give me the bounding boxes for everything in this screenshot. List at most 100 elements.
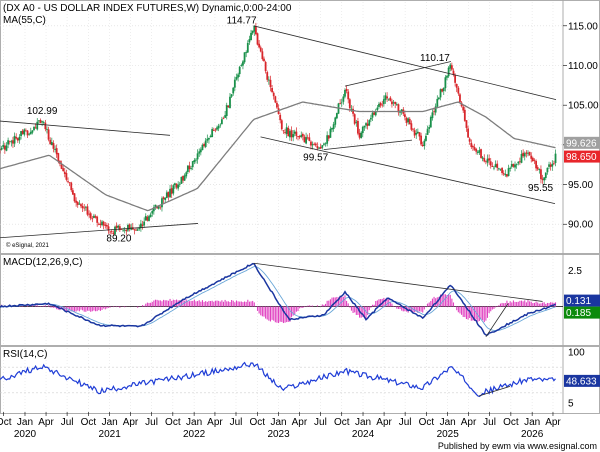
price-candle: [170, 188, 173, 194]
price-candle: [297, 135, 299, 137]
price-candle: [446, 75, 448, 78]
x-month-label: Oct: [81, 417, 97, 428]
price-candle: [96, 216, 99, 223]
price-candle: [127, 224, 129, 231]
price-candle: [361, 126, 364, 134]
price-candle: [152, 207, 155, 212]
x-month-label: Oct: [503, 417, 519, 428]
price-candle: [97, 223, 100, 225]
rsi-last-value-badges: 48.633: [564, 374, 600, 387]
price-candle: [172, 185, 175, 194]
price-candle: [60, 164, 63, 169]
price-candle: [444, 77, 447, 89]
price-candle: [128, 224, 131, 229]
price-candle: [21, 130, 24, 134]
panel-frame: [0, 254, 600, 346]
price-candle: [415, 132, 418, 135]
price-candle: [0, 147, 3, 150]
price-candle: [463, 109, 466, 121]
price-candle: [473, 147, 476, 150]
price-candle: [392, 102, 395, 104]
price-candle: [136, 229, 139, 231]
price-candle: [501, 168, 503, 174]
price-candle: [353, 114, 356, 124]
price-candle: [292, 134, 295, 138]
price-candle: [88, 213, 90, 215]
price-candle: [71, 190, 74, 195]
macd-signal-line: [0, 266, 556, 332]
price-candle: [428, 127, 431, 129]
price-candle: [70, 182, 73, 191]
rsi-value-badge-bg: [564, 374, 600, 387]
price-candle: [535, 161, 537, 169]
price-candle: [203, 144, 205, 146]
price-candle: [80, 204, 82, 207]
price-candle: [135, 229, 137, 231]
price-candle: [289, 131, 291, 138]
price-candle: [76, 202, 79, 205]
price-candle: [31, 130, 34, 133]
price-candle: [360, 132, 363, 139]
price-candle: [326, 135, 329, 144]
price-candle: [75, 200, 78, 203]
price-last-badge: 98.650: [566, 152, 597, 163]
price-candle: [253, 25, 256, 32]
price-candle: [538, 169, 541, 171]
price-tick-label: 95.00: [568, 180, 593, 191]
price-candle: [423, 140, 426, 147]
price-candle: [408, 118, 411, 125]
price-candle: [84, 206, 87, 208]
price-annotation: 99.57: [303, 152, 328, 163]
price-candle: [384, 95, 387, 100]
price-candle: [335, 113, 338, 119]
price-candle: [12, 140, 14, 144]
price-candle: [426, 129, 429, 135]
price-candle: [407, 118, 410, 123]
price-candle: [157, 206, 160, 209]
price-candle: [295, 131, 298, 136]
x-month-label: Jan: [17, 417, 33, 428]
price-candle: [23, 129, 26, 135]
price-candle: [355, 121, 358, 123]
price-candle: [198, 151, 201, 154]
price-candle: [143, 221, 146, 226]
price-candle: [63, 171, 66, 174]
price-tick-label: 115.00: [568, 21, 598, 32]
price-candle: [251, 30, 254, 34]
price-candle: [536, 167, 539, 170]
price-candle: [441, 88, 444, 92]
price-candle: [49, 139, 52, 145]
price-candle: [81, 205, 84, 209]
price-candle: [246, 42, 249, 53]
price-tick-label: 90.00: [568, 220, 593, 231]
x-month-label: Apr: [376, 417, 392, 428]
x-year-label: 2020: [14, 429, 37, 440]
price-candle: [366, 123, 369, 126]
price-candle: [237, 74, 239, 78]
price-candle: [115, 225, 118, 228]
price-candle: [148, 216, 150, 221]
x-month-label: Jul: [399, 417, 412, 428]
price-candle: [52, 142, 55, 149]
price-candle: [368, 120, 371, 126]
rsi-y-tick-labels: 5 100: [568, 348, 585, 410]
price-candle: [46, 129, 48, 130]
price-candle: [350, 108, 353, 110]
price-candle: [497, 168, 500, 170]
macd-y-tick-labels: 2.5: [568, 266, 582, 277]
price-candle: [318, 147, 320, 149]
price-candle: [8, 140, 11, 142]
price-candle: [141, 224, 144, 226]
price-candle: [502, 173, 505, 175]
price-candle: [26, 130, 29, 136]
price-candle: [216, 127, 218, 130]
price-candle: [374, 111, 377, 116]
price-candle: [193, 160, 196, 163]
price-candle: [195, 159, 197, 161]
price-candle: [261, 51, 264, 60]
price-tick-label: 105.00: [568, 101, 599, 112]
price-candle: [125, 229, 128, 232]
price-candle: [151, 210, 154, 214]
price-candle: [28, 133, 31, 135]
